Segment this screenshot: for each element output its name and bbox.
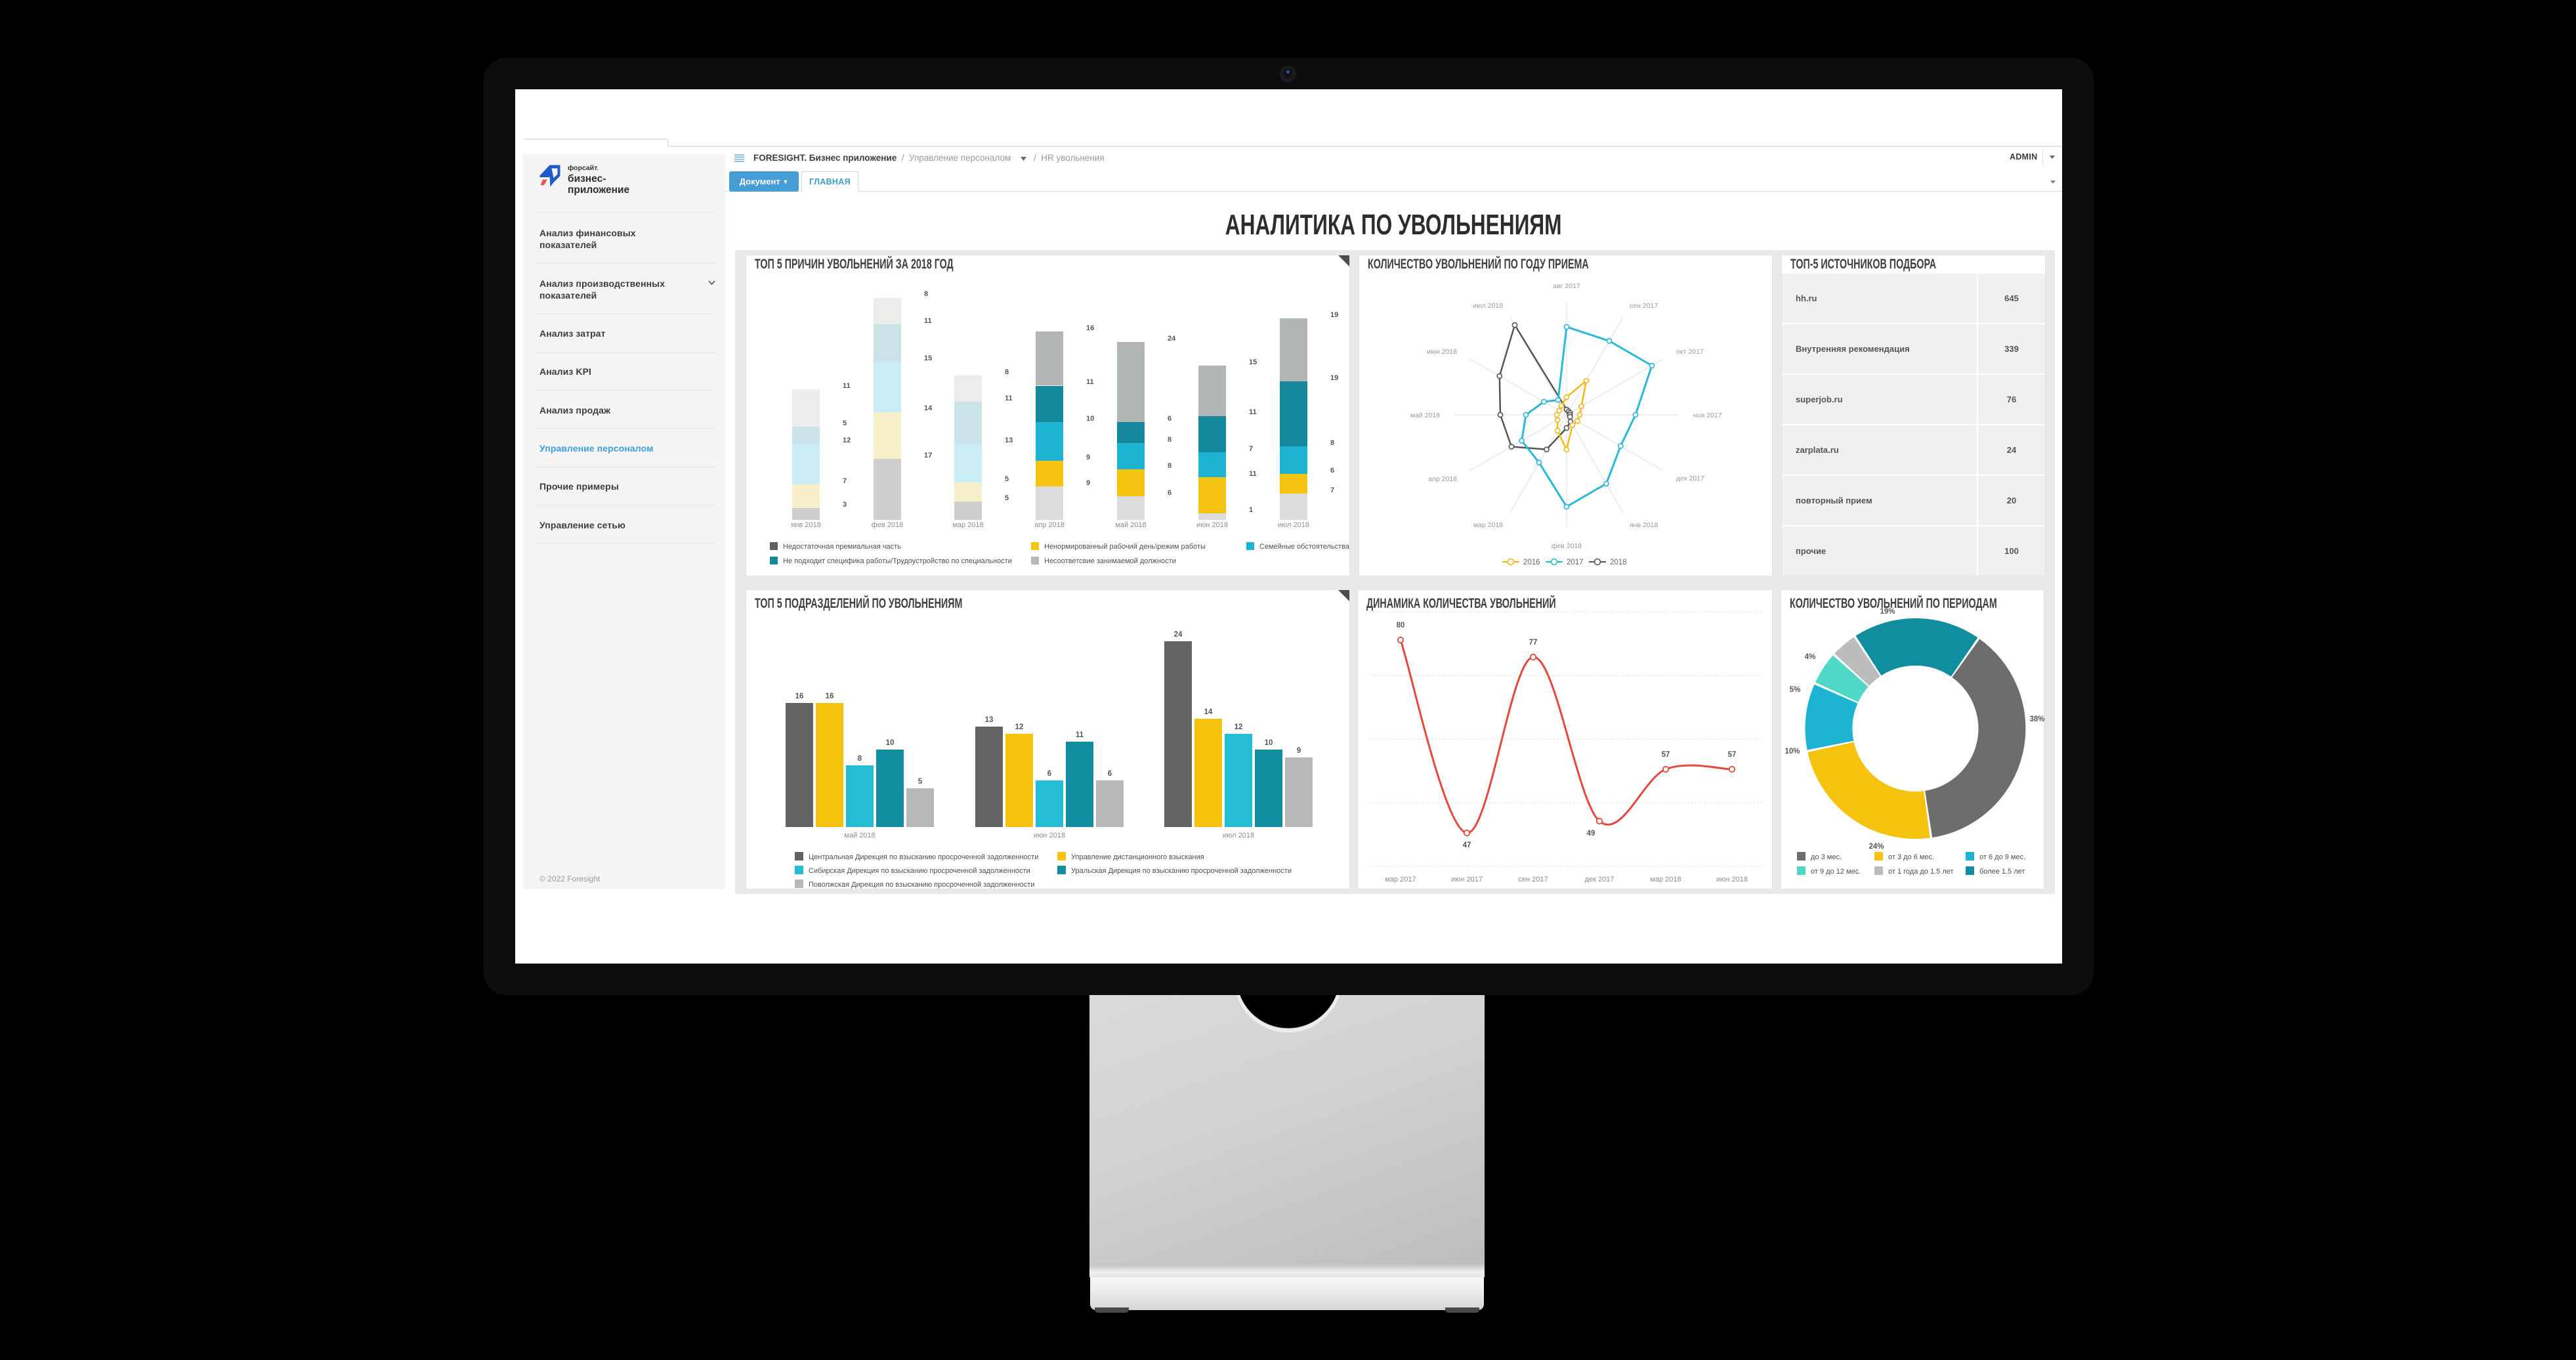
svg-text:ноя 2017: ноя 2017 [1693, 412, 1722, 419]
svg-text:77: 77 [1529, 639, 1538, 647]
svg-text:2016: 2016 [1523, 559, 1540, 566]
svg-text:4%: 4% [1805, 653, 1816, 661]
svg-text:июл 2018: июл 2018 [1473, 302, 1503, 310]
svg-text:38%: 38% [2029, 715, 2044, 723]
svg-text:10%: 10% [1784, 748, 1800, 755]
svg-text:2017: 2017 [1567, 559, 1584, 566]
svg-text:19%: 19% [1880, 608, 1895, 616]
svg-text:июн 2017: июн 2017 [1451, 876, 1483, 883]
svg-text:мар 2018: мар 2018 [1473, 521, 1503, 529]
svg-text:80: 80 [1397, 622, 1405, 629]
svg-text:янв 2018: янв 2018 [1630, 521, 1658, 529]
svg-text:сен 2017: сен 2017 [1630, 302, 1658, 310]
svg-text:57: 57 [1662, 751, 1670, 759]
svg-text:2018: 2018 [1610, 559, 1627, 566]
svg-text:май 2018: май 2018 [1410, 412, 1440, 419]
svg-text:49: 49 [1587, 830, 1595, 838]
svg-text:сен 2017: сен 2017 [1518, 876, 1548, 883]
svg-text:мар 2017: мар 2017 [1385, 876, 1416, 883]
svg-text:дек 2017: дек 2017 [1585, 876, 1615, 883]
svg-text:57: 57 [1728, 751, 1737, 759]
svg-text:дек 2017: дек 2017 [1676, 475, 1704, 482]
svg-text:мар 2018: мар 2018 [1650, 876, 1681, 883]
svg-text:фев 2018: фев 2018 [1552, 542, 1582, 550]
svg-text:июн 2018: июн 2018 [1427, 348, 1457, 356]
svg-text:24%: 24% [1869, 843, 1884, 851]
svg-text:авг 2017: авг 2017 [1553, 282, 1580, 290]
svg-text:июн 2018: июн 2018 [1716, 876, 1748, 883]
svg-text:5%: 5% [1790, 686, 1801, 694]
svg-text:окт 2017: окт 2017 [1676, 348, 1704, 356]
svg-text:47: 47 [1463, 841, 1471, 849]
svg-text:апр 2018: апр 2018 [1428, 475, 1457, 483]
